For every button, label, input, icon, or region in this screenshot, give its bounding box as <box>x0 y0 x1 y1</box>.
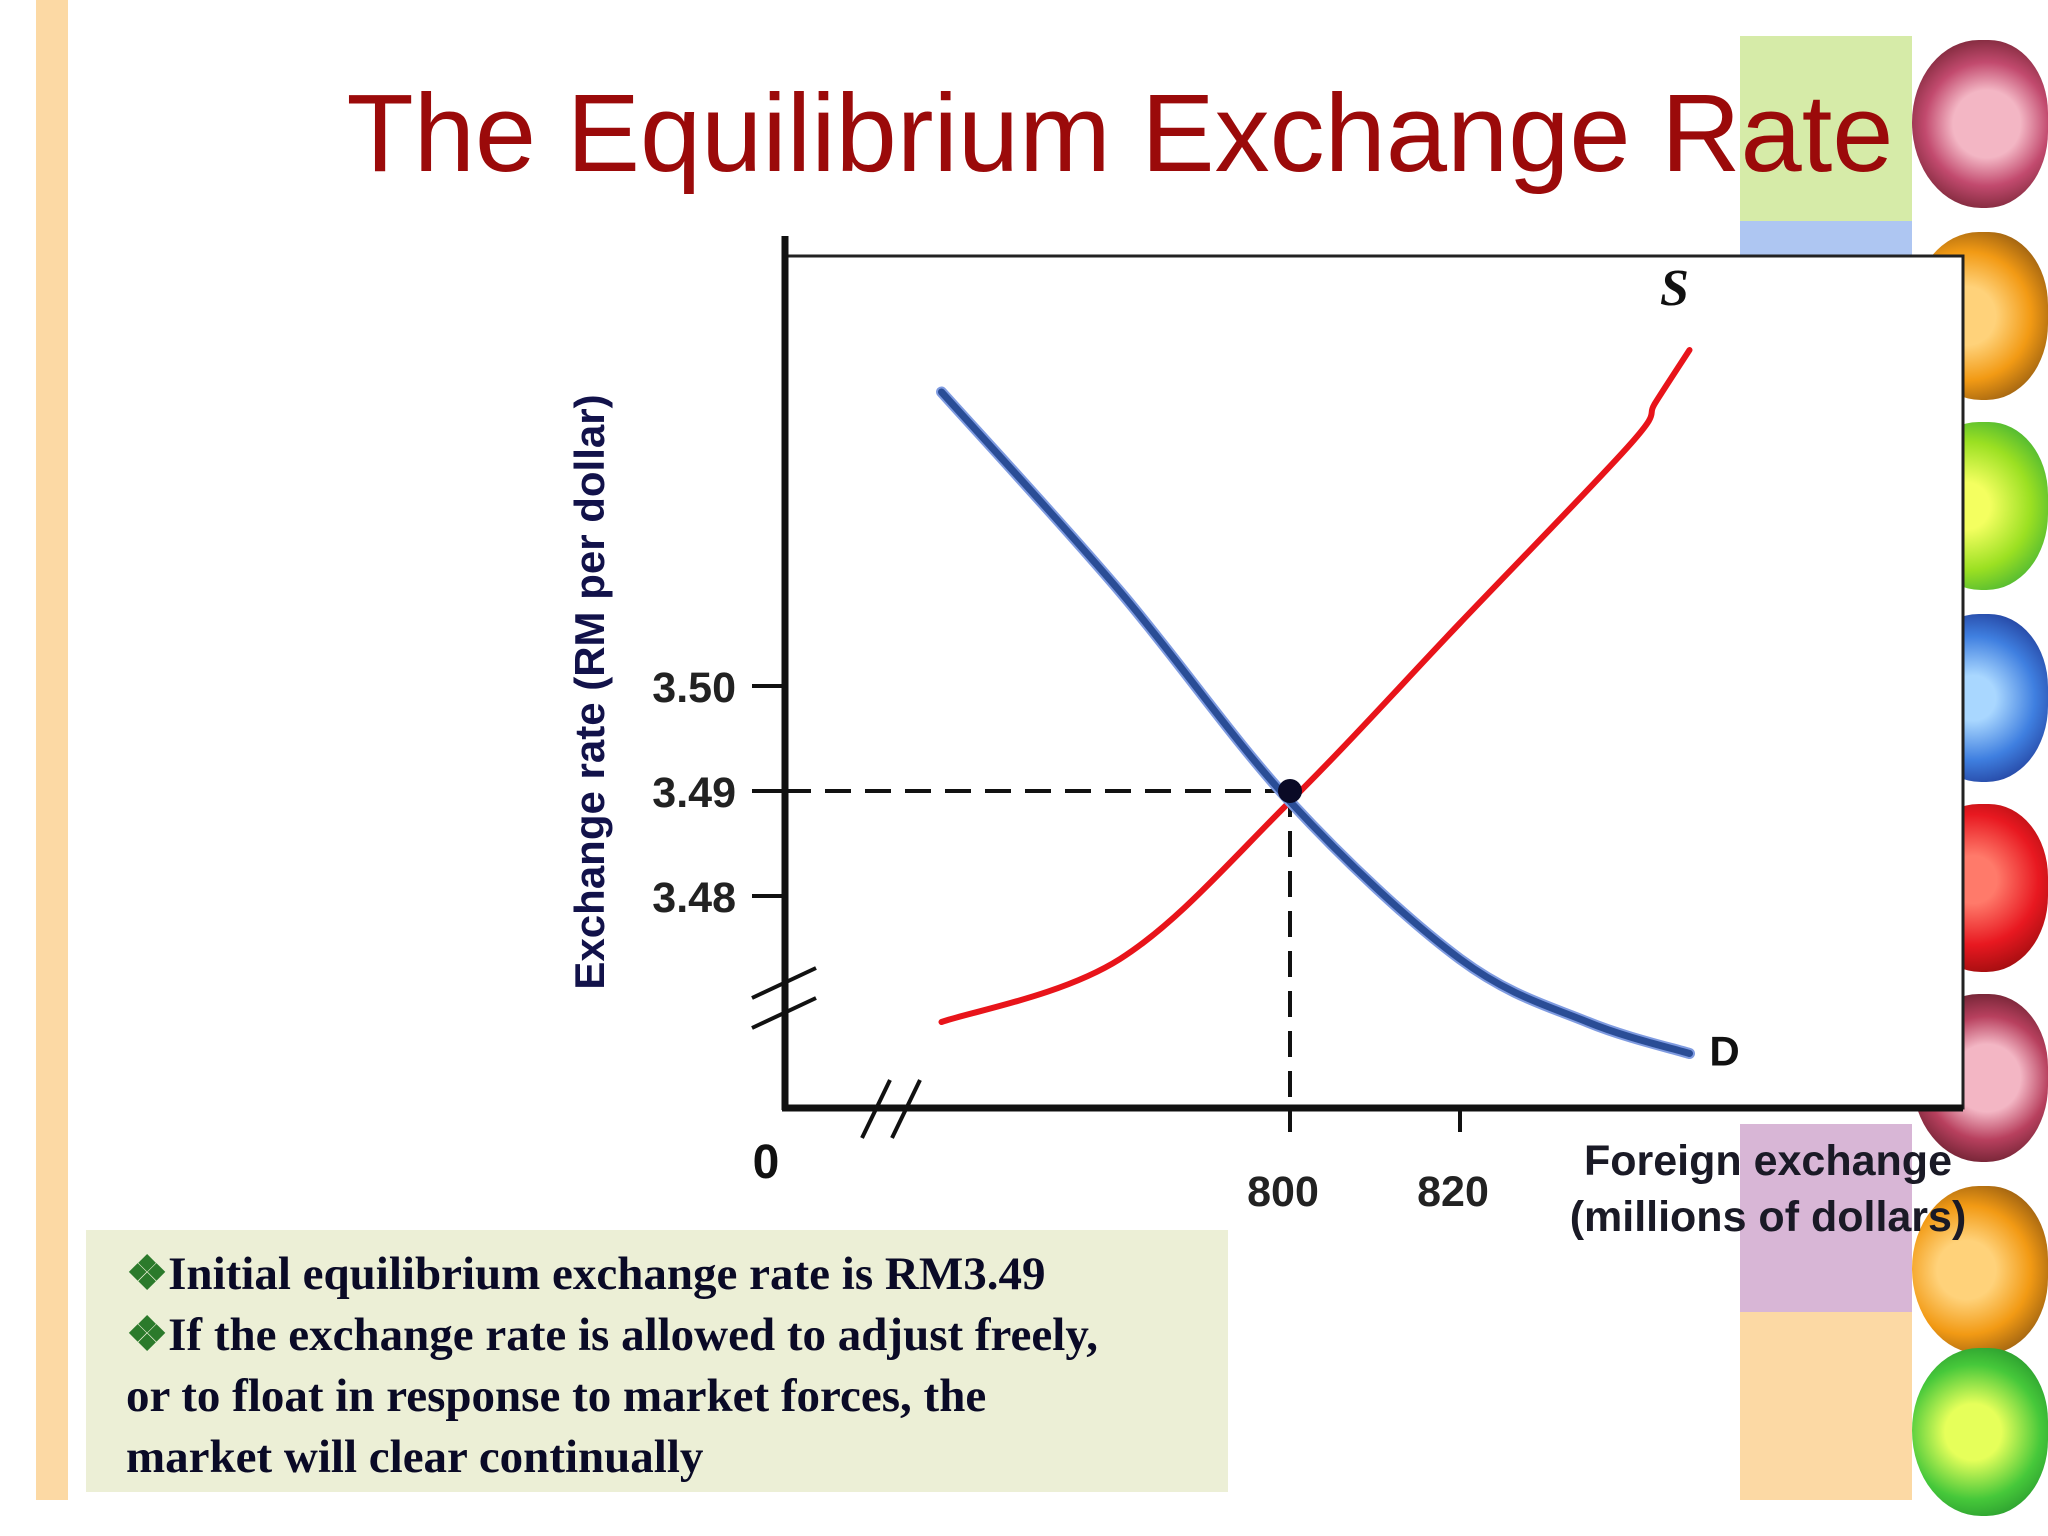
orange-slice-icon <box>1912 1186 2048 1354</box>
bullet-text: Initial equilibrium exchange rate is RM3… <box>168 1248 1046 1300</box>
bullet-2-continuation: market will clear continually <box>126 1431 704 1483</box>
bullet-text: If the exchange rate is allowed to adjus… <box>168 1309 1098 1361</box>
diamond-bullet-icon: ❖ <box>126 1309 169 1361</box>
x-axis-label-line: (millions of dollars) <box>1570 1193 1967 1241</box>
x-axis-break-mark <box>890 1079 922 1139</box>
supply-curve <box>938 347 1693 1025</box>
y-tick-label: 3.48 <box>652 874 736 922</box>
x-axis-break-mark <box>860 1079 892 1139</box>
bullet-2-continuation: or to float in response to market forces… <box>126 1370 987 1422</box>
decor-block <box>1740 36 1912 221</box>
y-tick-label: 3.49 <box>652 769 736 817</box>
y-axis-break-mark <box>751 966 817 1000</box>
slide-title: The Equilibrium Exchange Rate <box>346 72 1894 195</box>
diamond-bullet-icon: ❖ <box>126 1248 169 1300</box>
left-decor-bar <box>36 0 68 1500</box>
apple-slice-icon <box>1912 40 2048 208</box>
y-axis-label: Exchange rate (RM per dollar) <box>566 394 613 989</box>
demand-curve <box>938 388 1693 1057</box>
y-tick-label: 3.50 <box>652 664 736 712</box>
demand-label: D <box>1709 1028 1739 1075</box>
decor-block <box>1740 1312 1912 1500</box>
bullet-1: ❖Initial equilibrium exchange rate is RM… <box>126 1244 1188 1305</box>
x-tick-label: 820 <box>1417 1168 1489 1216</box>
x-tick-label: 800 <box>1247 1168 1319 1216</box>
decor-block <box>1740 1124 1912 1312</box>
green-slice-icon <box>1912 1348 2048 1516</box>
supply-label: S <box>1660 260 1689 317</box>
info-box: ❖Initial equilibrium exchange rate is RM… <box>86 1230 1228 1492</box>
plot-area <box>783 254 1965 1110</box>
decor-block <box>1740 221 1912 255</box>
x-axis-label-line: Foreign exchange <box>1584 1137 1952 1185</box>
equilibrium-point <box>1278 779 1302 803</box>
y-axis-break-mark <box>751 996 817 1030</box>
origin-label: 0 <box>753 1136 780 1189</box>
bullet-2: ❖If the exchange rate is allowed to adju… <box>126 1305 1188 1366</box>
